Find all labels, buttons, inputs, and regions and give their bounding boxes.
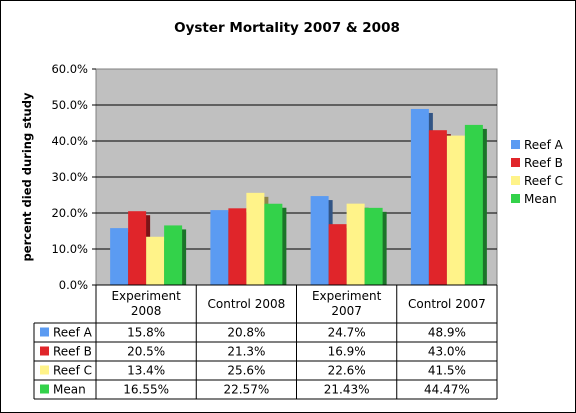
legend-swatch xyxy=(511,176,520,185)
table-cell: 16.9% xyxy=(328,345,366,359)
table-cell: 13.4% xyxy=(127,364,165,378)
bar xyxy=(210,210,229,285)
bar xyxy=(246,192,265,285)
table-cell: 21.3% xyxy=(227,345,265,359)
table-row-swatch xyxy=(40,365,49,375)
bar xyxy=(428,130,447,285)
table-cell: 16.55% xyxy=(123,383,169,397)
table-row-header: Mean xyxy=(53,383,86,397)
table-cell: 20.8% xyxy=(227,326,265,340)
y-tick-label: 20.0% xyxy=(51,206,88,220)
table-row-header: Reef B xyxy=(53,345,92,359)
y-tick-label: 0.0% xyxy=(59,278,88,292)
bar xyxy=(464,124,483,286)
legend-label: Reef B xyxy=(524,156,563,170)
table-cell: 20.5% xyxy=(127,345,165,359)
bar xyxy=(328,224,347,285)
legend-label: Reef A xyxy=(524,138,564,152)
legend-swatch xyxy=(511,140,520,149)
y-tick-label: 10.0% xyxy=(51,242,88,256)
bar xyxy=(110,228,129,285)
chart-title: Oyster Mortality 2007 & 2008 xyxy=(174,20,400,36)
y-tick-label: 30.0% xyxy=(51,170,88,184)
table-cell: 43.0% xyxy=(428,345,466,359)
category-label: Experiment xyxy=(312,289,382,303)
bar xyxy=(446,135,465,285)
bar xyxy=(228,208,247,285)
legend-label: Mean xyxy=(524,192,557,206)
table-cell: 22.57% xyxy=(223,383,269,397)
category-label: Control 2007 xyxy=(408,297,486,311)
y-tick-label: 50.0% xyxy=(51,98,88,112)
legend-swatch xyxy=(511,194,520,203)
category-label: 2008 xyxy=(131,304,162,318)
table-cell: 15.8% xyxy=(127,326,165,340)
category-label: Experiment xyxy=(111,289,181,303)
bar xyxy=(346,203,365,285)
table-cell: 21.43% xyxy=(324,383,370,397)
category-label: 2007 xyxy=(331,304,362,318)
table-row-swatch xyxy=(40,327,49,337)
category-label: Control 2008 xyxy=(208,297,286,311)
bars xyxy=(110,108,487,286)
table-row-swatch xyxy=(40,384,49,394)
table-row-swatch xyxy=(40,346,49,356)
y-tick-label: 60.0% xyxy=(51,62,88,76)
table-cell: 22.6% xyxy=(328,364,366,378)
bar xyxy=(146,236,165,285)
bar xyxy=(128,211,147,285)
table-cell: 25.6% xyxy=(227,364,265,378)
legend-label: Reef C xyxy=(524,174,563,188)
y-axis-ticks: 0.0% 10.0% 20.0% 30.0% 40.0% 50.0% 60.0% xyxy=(51,62,96,292)
table-cell: 44.47% xyxy=(424,383,470,397)
table-cell: 41.5% xyxy=(428,364,466,378)
bar xyxy=(364,207,383,285)
y-tick-label: 40.0% xyxy=(51,134,88,148)
y-axis-label: percent died during study xyxy=(20,92,34,261)
table-row-header: Reef A xyxy=(53,326,93,340)
legend-swatch xyxy=(511,158,520,167)
table-row-header: Reef C xyxy=(53,364,92,378)
bar xyxy=(264,203,283,285)
table-cell: 48.9% xyxy=(428,326,466,340)
bar xyxy=(310,196,329,285)
legend: Reef A Reef B Reef C Mean xyxy=(511,138,564,206)
bar xyxy=(410,108,429,286)
bar xyxy=(164,225,183,285)
table-cell: 24.7% xyxy=(328,326,366,340)
